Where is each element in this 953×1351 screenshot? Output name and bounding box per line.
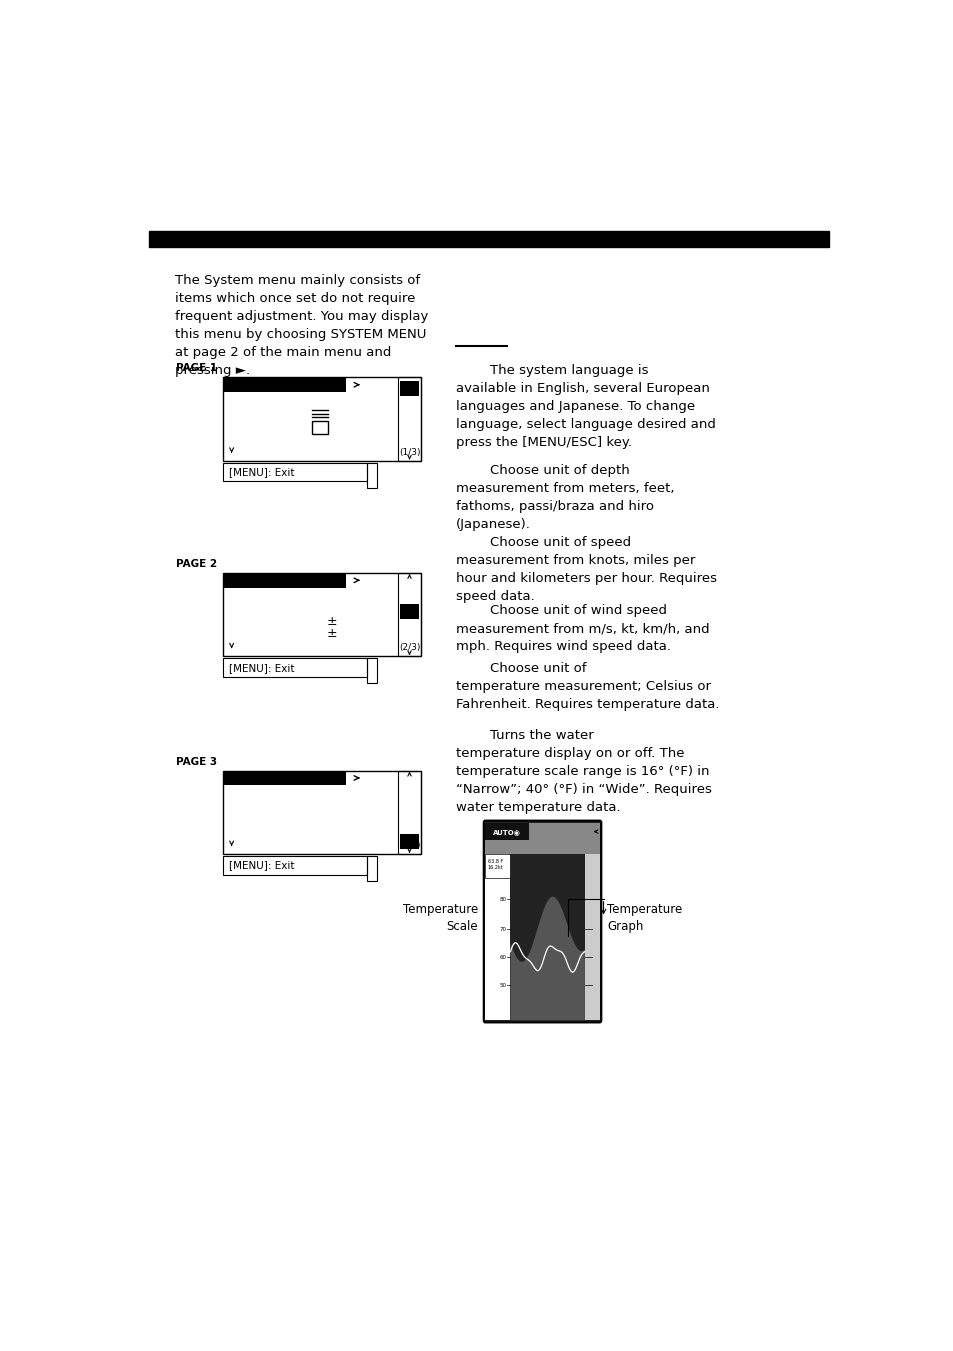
Bar [397, 573, 420, 657]
Text: ±: ± [326, 615, 336, 628]
Text: The system language is
available in English, several European
languages and Japa: The system language is available in Engl… [456, 363, 715, 449]
Bar [485, 823, 599, 840]
Bar [584, 854, 599, 1020]
Bar [222, 573, 345, 588]
Bar [400, 834, 418, 848]
Text: Choose unit of depth
measurement from meters, feet,
fathoms, passi/braza and hir: Choose unit of depth measurement from me… [456, 463, 674, 531]
Bar [222, 770, 345, 785]
Text: 80: 80 [499, 897, 506, 901]
Text: Choose unit of
temperature measurement; Celsius or
Fahrenheit. Requires temperat: Choose unit of temperature measurement; … [456, 662, 719, 712]
Bar [222, 857, 367, 874]
Polygon shape [510, 897, 584, 1020]
Text: The System menu mainly consists of
items which once set do not require
frequent : The System menu mainly consists of items… [174, 274, 428, 377]
Text: (3/3): (3/3) [398, 840, 420, 850]
Bar [367, 463, 377, 488]
Text: [MENU]: Exit: [MENU]: Exit [229, 467, 294, 477]
Text: Choose unit of wind speed
measurement from m/s, kt, km/h, and
mph. Requires wind: Choose unit of wind speed measurement fr… [456, 604, 708, 654]
Text: (1/3): (1/3) [398, 447, 420, 457]
Bar [397, 770, 420, 854]
Bar [222, 658, 367, 677]
Bar [485, 823, 528, 840]
Bar [149, 231, 828, 247]
Text: PAGE 3: PAGE 3 [175, 757, 216, 766]
Bar [222, 770, 420, 854]
Text: [MENU]: Exit: [MENU]: Exit [229, 663, 294, 673]
Text: AUTO◉: AUTO◉ [493, 828, 520, 835]
Bar [222, 377, 345, 392]
Text: (2/3): (2/3) [398, 643, 419, 653]
Bar [367, 857, 377, 881]
Text: 63.8 F
16.2kt: 63.8 F 16.2kt [487, 859, 503, 870]
Text: 60: 60 [499, 955, 506, 959]
Bar [397, 377, 420, 461]
Bar [222, 463, 367, 481]
Text: PAGE 2: PAGE 2 [175, 559, 216, 569]
Text: Turns the water
temperature display on or off. The
temperature scale range is 16: Turns the water temperature display on o… [456, 730, 711, 815]
FancyBboxPatch shape [483, 820, 600, 1023]
Text: 70: 70 [499, 927, 506, 932]
Bar [400, 381, 418, 396]
Text: [MENU]: Exit: [MENU]: Exit [229, 861, 294, 870]
Bar [312, 420, 328, 434]
Bar [485, 840, 599, 854]
Text: PAGE 1: PAGE 1 [175, 363, 216, 373]
Bar [400, 604, 418, 619]
Text: 50: 50 [499, 984, 506, 988]
Text: Choose unit of speed
measurement from knots, miles per
hour and kilometers per h: Choose unit of speed measurement from kn… [456, 535, 716, 603]
Bar [367, 658, 377, 684]
Bar [222, 573, 420, 657]
Text: Temperature
Graph: Temperature Graph [606, 902, 681, 932]
Text: Temperature
Scale: Temperature Scale [402, 902, 477, 932]
Bar [485, 854, 510, 1020]
Bar [222, 377, 420, 461]
Bar [485, 854, 510, 878]
Text: ±: ± [326, 627, 336, 640]
